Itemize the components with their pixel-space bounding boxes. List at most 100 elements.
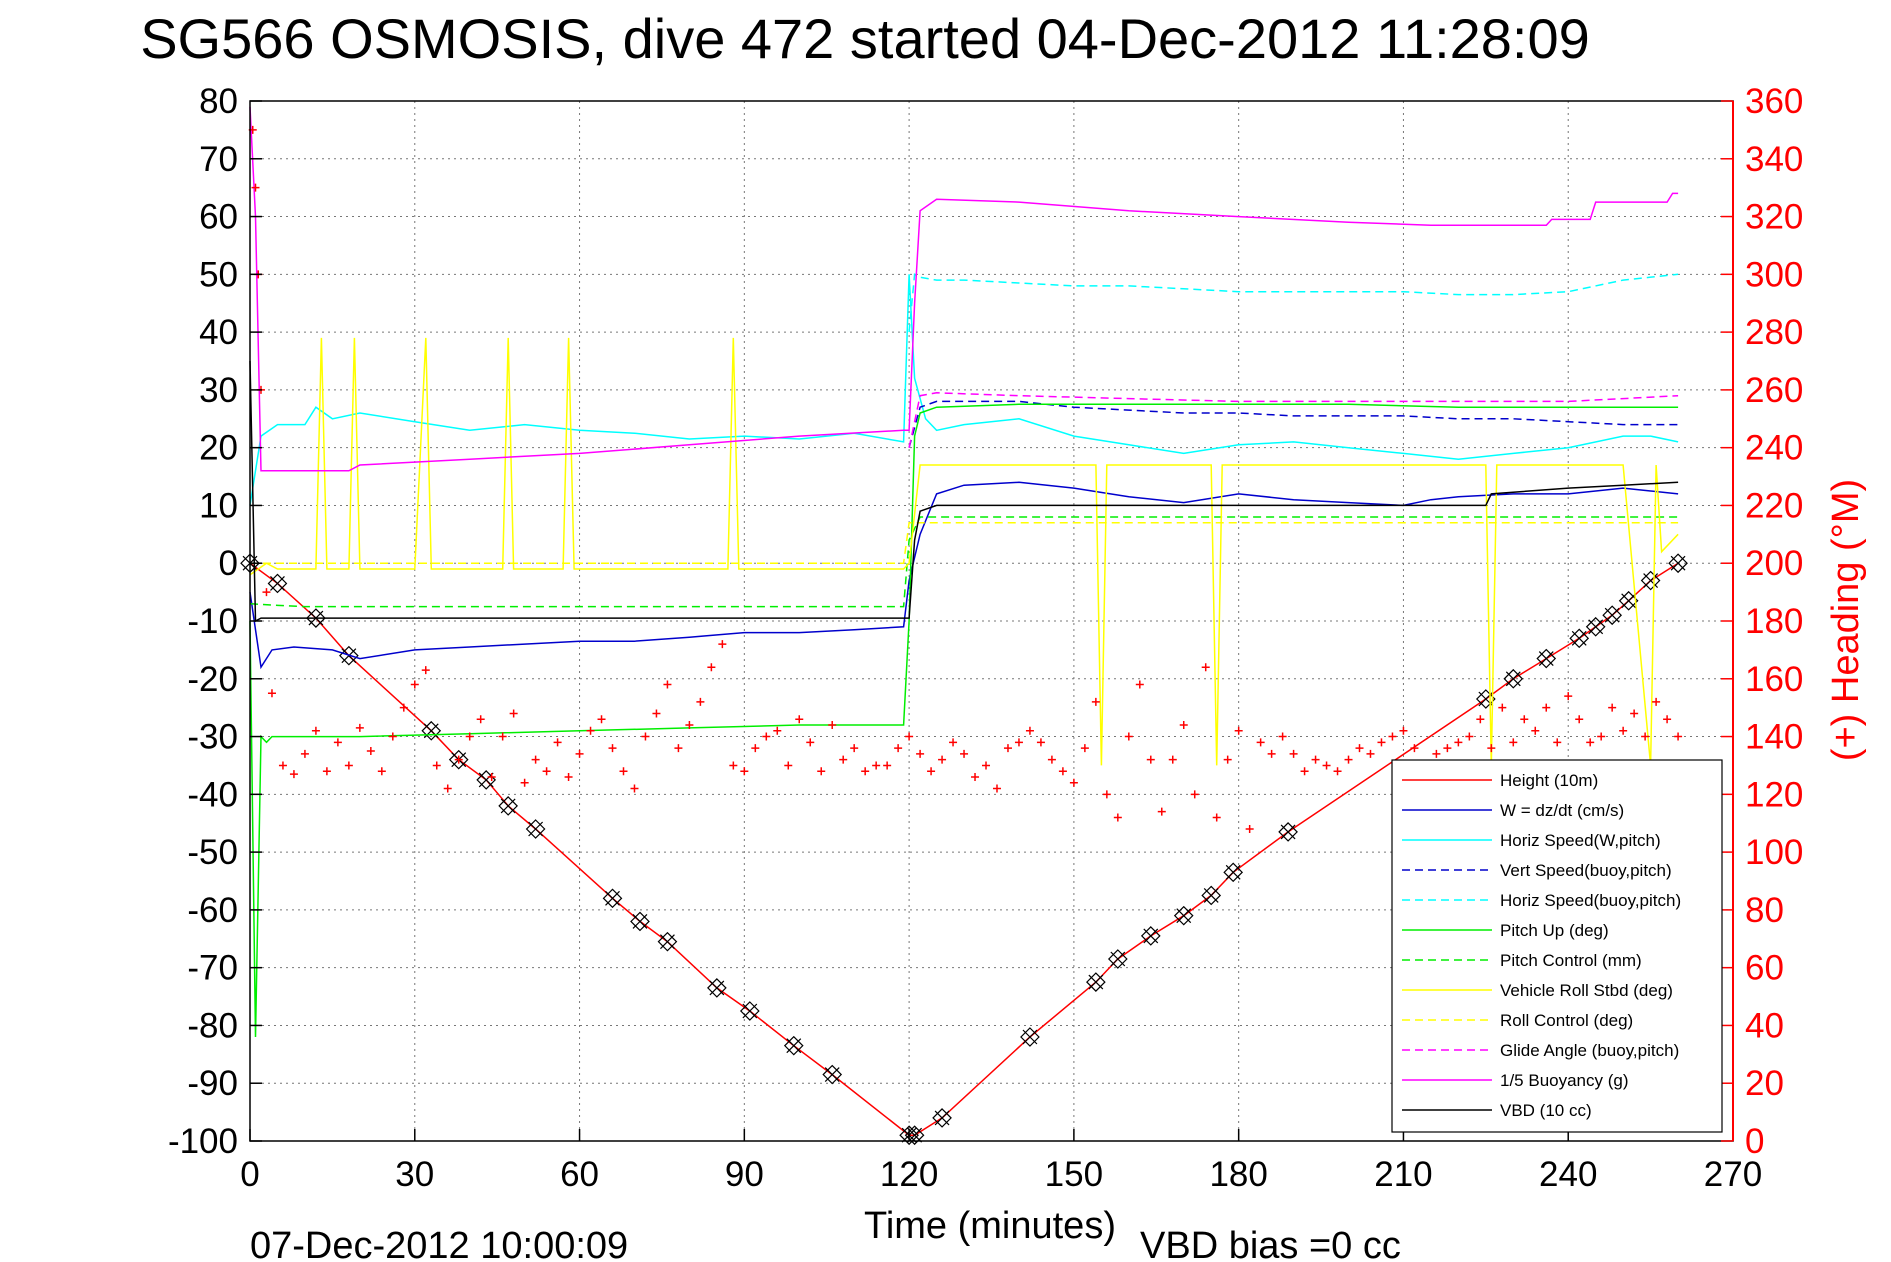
heading-marker bbox=[1234, 726, 1243, 735]
heading-marker bbox=[905, 732, 914, 741]
heading-marker bbox=[1168, 755, 1177, 764]
y-tick-label: -30 bbox=[187, 718, 238, 757]
heading-marker bbox=[251, 183, 260, 192]
x-tick-label: 30 bbox=[395, 1155, 434, 1194]
series-vbd-10-cc bbox=[249, 360, 1679, 623]
heading-marker bbox=[674, 744, 683, 753]
heading-marker bbox=[1069, 778, 1078, 787]
series-vert-speed-buoy-pitch bbox=[908, 400, 1679, 448]
legend-label: 1/5 Buoyancy (g) bbox=[1500, 1071, 1629, 1090]
heading-marker bbox=[509, 709, 518, 718]
heading-marker bbox=[1597, 732, 1606, 741]
heading-marker bbox=[377, 767, 386, 776]
height-marker bbox=[1569, 628, 1590, 649]
y2-tick-label: 60 bbox=[1745, 949, 1784, 988]
y-tick-label: -80 bbox=[187, 1006, 238, 1045]
heading-marker bbox=[1344, 755, 1353, 764]
y2-tick-label: 360 bbox=[1745, 82, 1803, 121]
y-tick-label: -50 bbox=[187, 833, 238, 872]
y-tick-label: -70 bbox=[187, 949, 238, 988]
height-marker bbox=[498, 796, 519, 816]
y2-tick-label: 280 bbox=[1745, 313, 1803, 352]
heading-marker bbox=[1201, 663, 1210, 672]
y-tick-label: 40 bbox=[199, 313, 238, 352]
heading-marker bbox=[1465, 732, 1474, 741]
heading-marker bbox=[740, 767, 749, 776]
heading-marker bbox=[498, 732, 507, 741]
heading-marker bbox=[619, 767, 628, 776]
heading-marker bbox=[465, 732, 474, 741]
heading-marker bbox=[927, 767, 936, 776]
y2-tick-label: 180 bbox=[1745, 602, 1803, 641]
heading-marker bbox=[432, 761, 441, 770]
heading-marker bbox=[1432, 749, 1441, 758]
height-marker bbox=[932, 1108, 952, 1128]
legend-label: Horiz Speed(buoy,pitch) bbox=[1500, 891, 1681, 910]
heading-marker bbox=[652, 709, 661, 718]
heading-marker bbox=[1410, 744, 1419, 753]
height-marker bbox=[707, 978, 727, 998]
heading-marker bbox=[1377, 738, 1386, 747]
heading-marker bbox=[1542, 703, 1551, 712]
y2-tick-label: 260 bbox=[1745, 371, 1803, 410]
y2-tick-label: 40 bbox=[1745, 1006, 1784, 1045]
heading-marker bbox=[1663, 715, 1672, 724]
height-marker bbox=[1536, 648, 1557, 669]
y2-tick-label: 160 bbox=[1745, 660, 1803, 699]
legend-label: Horiz Speed(W,pitch) bbox=[1500, 831, 1661, 850]
series-heading bbox=[248, 125, 1683, 833]
heading-marker bbox=[476, 715, 485, 724]
series-horiz-speed-buoy-pitch bbox=[908, 273, 1679, 333]
heading-marker bbox=[1311, 755, 1320, 764]
heading-marker bbox=[1102, 790, 1111, 799]
heading-marker bbox=[784, 761, 793, 770]
x-tick-label: 60 bbox=[560, 1155, 599, 1194]
heading-marker bbox=[399, 703, 408, 712]
heading-marker bbox=[1509, 738, 1518, 747]
x-tick-label: 90 bbox=[725, 1155, 764, 1194]
heading-marker bbox=[982, 761, 991, 770]
heading-marker bbox=[278, 761, 287, 770]
y2-tick-label: 320 bbox=[1745, 198, 1803, 237]
heading-marker bbox=[1333, 767, 1342, 776]
height-marker bbox=[1585, 616, 1606, 637]
heading-marker bbox=[696, 697, 705, 706]
heading-marker bbox=[949, 738, 958, 747]
heading-marker bbox=[1245, 825, 1254, 833]
y-tick-label: -60 bbox=[187, 891, 238, 930]
height-marker bbox=[822, 1064, 843, 1085]
heading-marker bbox=[916, 749, 925, 758]
heading-marker bbox=[751, 744, 760, 753]
y2-axis-label: (+) Heading (°M) bbox=[1825, 479, 1867, 761]
x-tick-labels: 0 30 60 90 120 150 180 210 240 270 bbox=[240, 1129, 1762, 1194]
y-tick-label: 80 bbox=[199, 82, 238, 121]
heading-marker bbox=[992, 784, 1001, 793]
y2-tick-label: 120 bbox=[1745, 775, 1803, 814]
height-marker bbox=[1107, 949, 1128, 969]
y-tick-label: 20 bbox=[199, 429, 238, 468]
legend-label: VBD (10 cc) bbox=[1500, 1101, 1592, 1120]
y2-tick-label: 0 bbox=[1745, 1122, 1764, 1161]
heading-marker bbox=[421, 666, 430, 675]
heading-marker bbox=[1190, 790, 1199, 799]
chart-title: SG566 OSMOSIS, dive 472 started 04-Dec-2… bbox=[140, 7, 1590, 70]
heading-marker bbox=[443, 784, 452, 793]
y-tick-label: -10 bbox=[187, 602, 238, 641]
series-horiz-speed-w-pitch bbox=[249, 274, 1679, 506]
height-marker bbox=[1668, 553, 1688, 574]
series-vehicle-roll-stbd-deg bbox=[249, 337, 1679, 766]
height-marker bbox=[1173, 905, 1194, 926]
heading-marker bbox=[267, 689, 276, 698]
y2-tick-label: 20 bbox=[1745, 1064, 1784, 1103]
height-marker bbox=[602, 888, 623, 909]
heading-marker bbox=[707, 663, 716, 672]
heading-marker bbox=[531, 755, 540, 764]
x-tick-label: 180 bbox=[1209, 1155, 1267, 1194]
y-tick-label: 30 bbox=[199, 371, 238, 410]
y2-tick-label: 340 bbox=[1745, 140, 1803, 179]
heading-marker bbox=[630, 784, 639, 793]
heading-marker bbox=[1058, 767, 1067, 776]
height-marker bbox=[1223, 862, 1244, 883]
x-tick-label: 0 bbox=[240, 1155, 259, 1194]
y-tick-labels: 80 70 60 50 40 30 20 10 0 -10 -20 -30 -40 -50 -60 -70 -8… bbox=[168, 82, 262, 1161]
